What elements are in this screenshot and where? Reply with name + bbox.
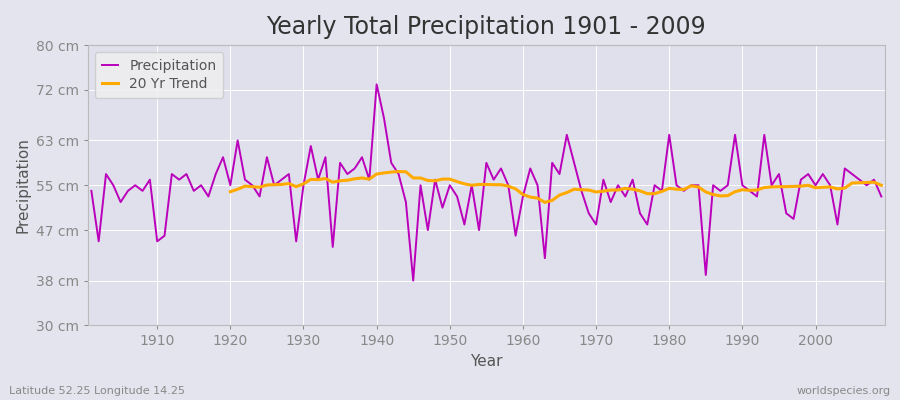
Precipitation (86, 188, 97, 193)
Precipitation (305, 144, 316, 148)
Precipitation (532, 183, 543, 188)
20 Yr Trend (393, 169, 404, 174)
X-axis label: Year: Year (470, 354, 502, 369)
Line: Precipitation: Precipitation (92, 84, 881, 280)
20 Yr Trend (781, 184, 792, 189)
Precipitation (145, 177, 156, 182)
Precipitation (408, 278, 418, 283)
20 Yr Trend (796, 184, 806, 188)
Line: 20 Yr Trend: 20 Yr Trend (230, 172, 881, 202)
Text: worldspecies.org: worldspecies.org (796, 386, 891, 396)
20 Yr Trend (539, 200, 550, 205)
Title: Yearly Total Precipitation 1901 - 2009: Yearly Total Precipitation 1901 - 2009 (266, 15, 706, 39)
20 Yr Trend (225, 189, 236, 194)
20 Yr Trend (312, 177, 323, 182)
Precipitation (371, 82, 382, 87)
Legend: Precipitation, 20 Yr Trend: Precipitation, 20 Yr Trend (94, 52, 223, 98)
Y-axis label: Precipitation: Precipitation (15, 137, 30, 233)
Precipitation (876, 194, 886, 199)
20 Yr Trend (876, 183, 886, 188)
20 Yr Trend (430, 178, 441, 183)
Precipitation (620, 194, 631, 199)
Precipitation (525, 166, 535, 171)
20 Yr Trend (693, 184, 704, 189)
Text: Latitude 52.25 Longitude 14.25: Latitude 52.25 Longitude 14.25 (9, 386, 185, 396)
Precipitation (349, 166, 360, 171)
20 Yr Trend (861, 180, 872, 185)
